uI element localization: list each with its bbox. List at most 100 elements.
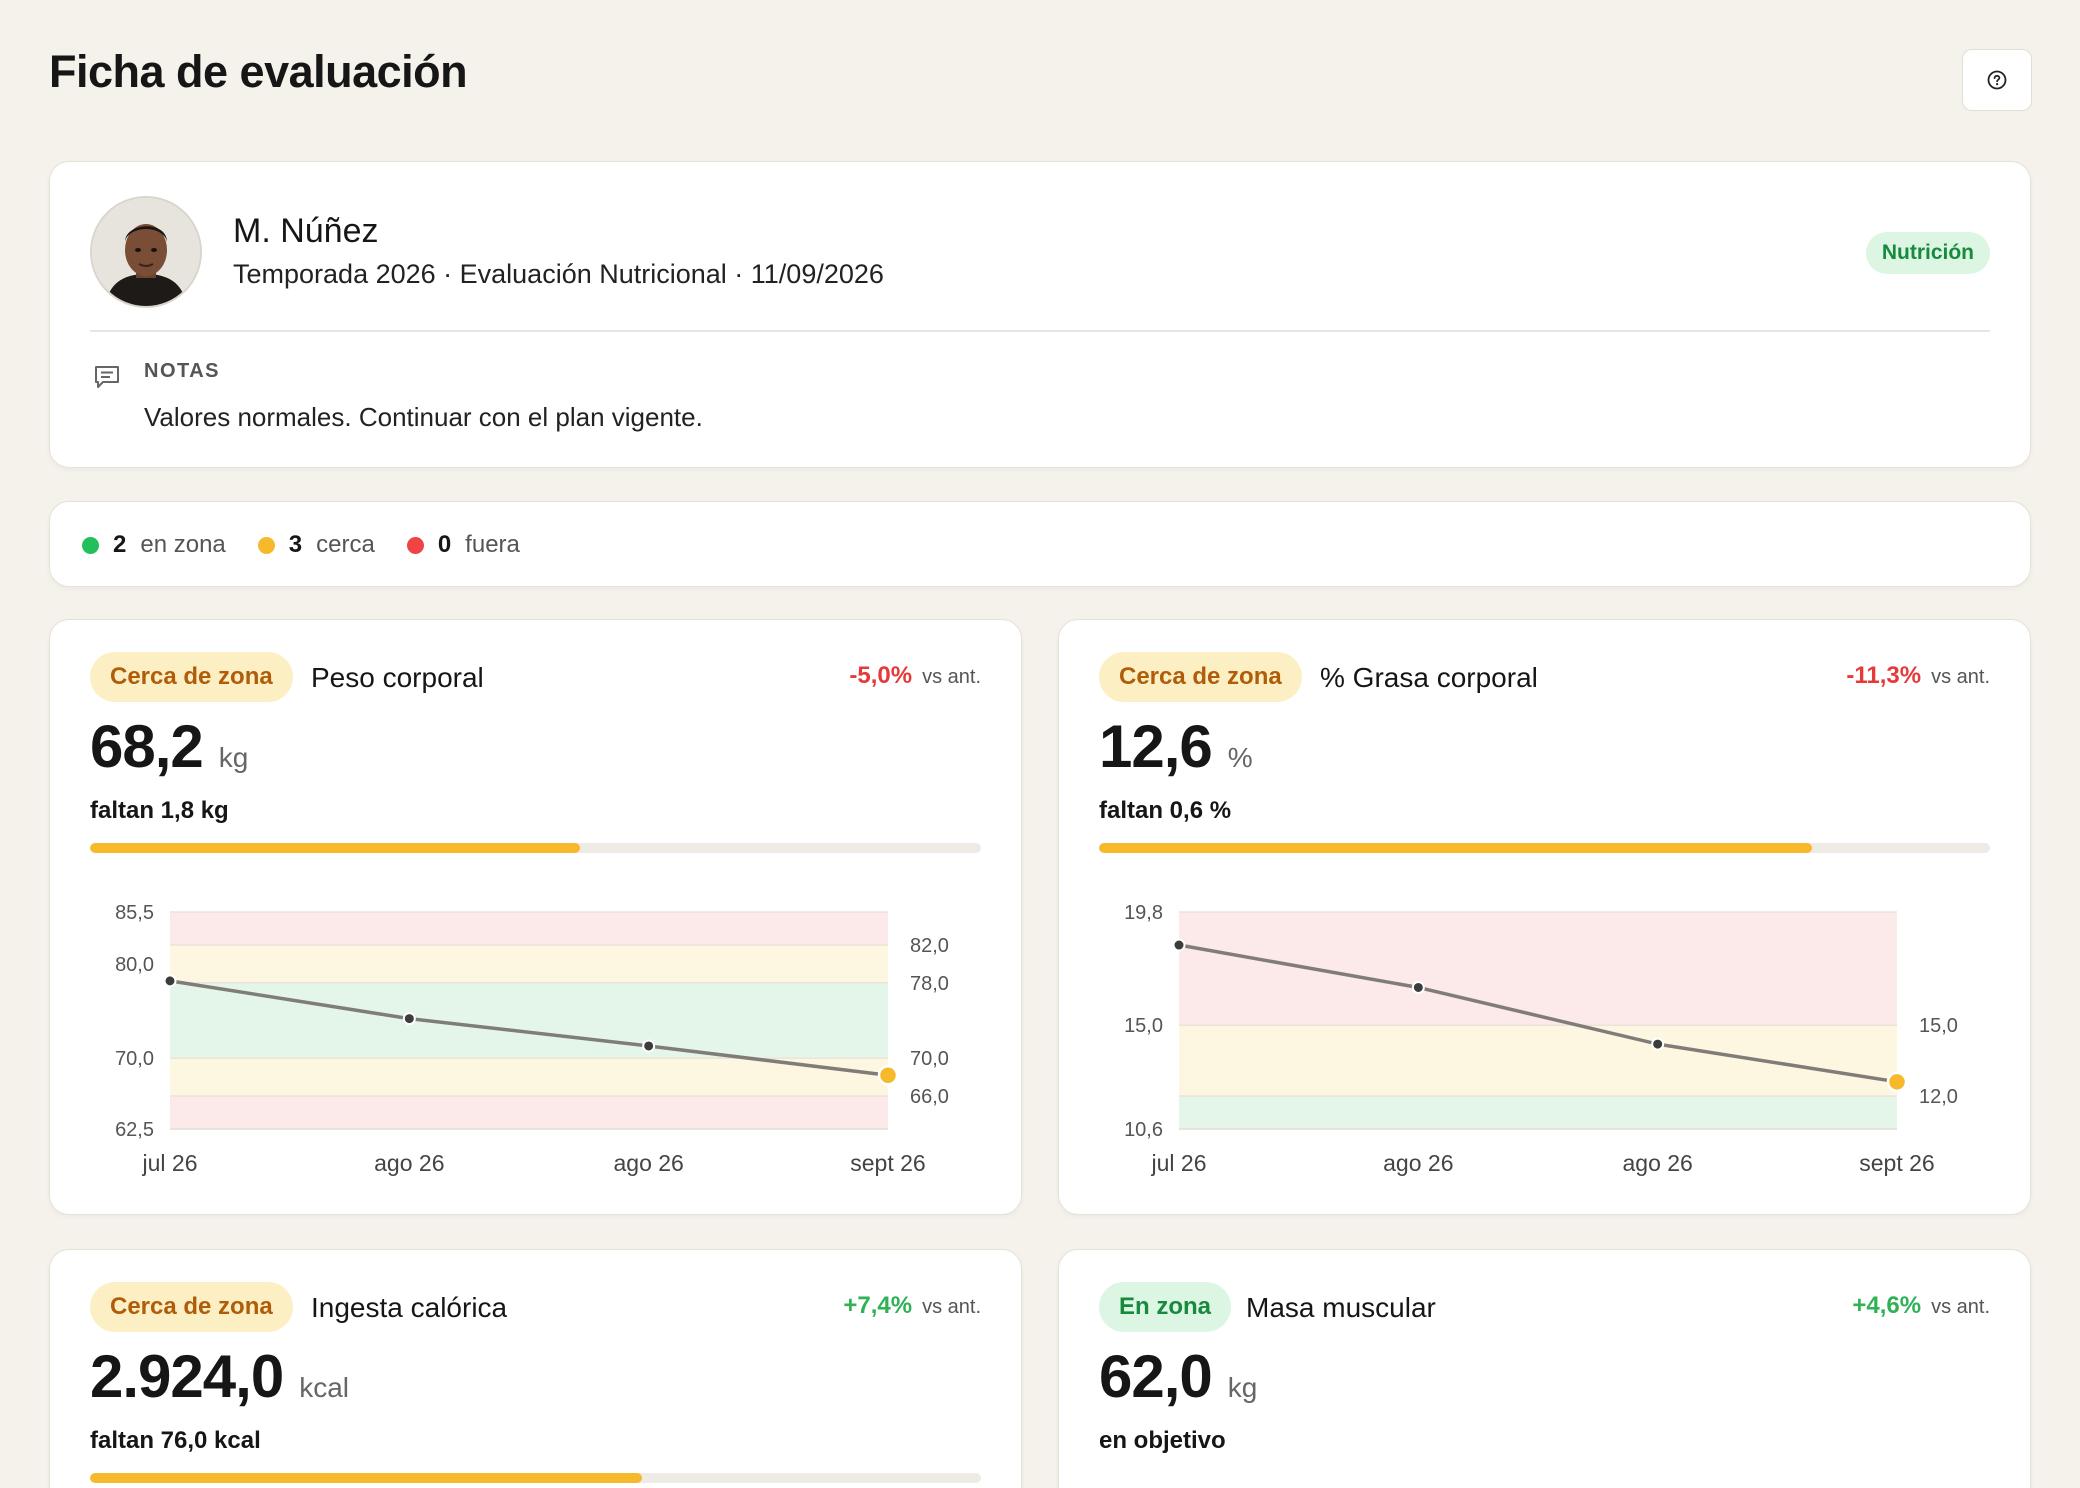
green-dot-icon — [82, 536, 99, 554]
delta-value: +4,6% — [1852, 1292, 1922, 1319]
data-point — [1651, 1037, 1665, 1051]
help-icon — [1987, 70, 2007, 90]
target-tick-label: 12,0 — [1919, 1086, 1958, 1108]
x-tick-label: ago 26 — [1622, 1150, 1692, 1176]
zone-band-green — [170, 982, 888, 1059]
x-tick-label: ago 26 — [374, 1150, 444, 1176]
avatar — [90, 196, 202, 308]
summary-out: 0 fuera — [406, 531, 520, 559]
zone-status-badge: Cerca de zona — [90, 652, 293, 702]
y-tick-label: 19,8 — [1124, 902, 1163, 924]
y-tick-label: 10,6 — [1124, 1119, 1163, 1141]
metric-card-grasa: Cerca de zona % Grasa corporal -11,3% vs… — [1058, 619, 2031, 1215]
metric-title: Peso corporal — [311, 662, 484, 693]
delta-suffix: vs ant. — [1931, 666, 1990, 688]
target-gap: faltan 76,0 kcal — [90, 1427, 261, 1454]
summary-label: fuera — [465, 531, 520, 558]
value-number: 68,2 — [90, 713, 204, 780]
zone-status-badge: Cerca de zona — [1099, 652, 1302, 702]
target-tick-label: 15,0 — [1919, 1015, 1958, 1037]
yellow-dot-icon — [257, 536, 275, 554]
zone-band-red — [170, 912, 888, 946]
metric-card-ingesta: Cerca de zona Ingesta calórica +7,4% vs … — [49, 1249, 1022, 1488]
summary-in-zone: 2 en zona — [82, 531, 226, 559]
metric-value: 62,0 kg — [1099, 1342, 1257, 1411]
target-gap: faltan 1,8 kg — [90, 797, 229, 824]
trend-chart: 85,5 80,0 70,0 62,5 82,0 78,0 70,0 66,0 jul 26 ag… — [115, 902, 949, 1176]
delta-suffix: vs ant. — [922, 666, 981, 688]
data-point — [642, 1039, 656, 1053]
progress-fill — [90, 1473, 643, 1483]
zone-band-yellow — [1179, 1025, 1897, 1096]
summary-count: 2 — [113, 531, 127, 558]
zone-band-yellow — [170, 945, 888, 983]
trend-line — [169, 979, 889, 1077]
value-number: 2.924,0 — [90, 1343, 284, 1410]
zone-status-badge: En zona — [1099, 1282, 1232, 1332]
delta-value: +7,4% — [843, 1292, 913, 1319]
zone-summary: 2 en zona 3 cerca 0 fuera — [49, 501, 2031, 587]
athlete-name: M. Núñez — [233, 212, 379, 250]
target-tick-label: 78,0 — [910, 973, 949, 995]
x-tick-label: sept 26 — [850, 1150, 925, 1176]
department-badge: Nutrición — [1865, 232, 1990, 274]
latest-data-point — [877, 1064, 899, 1086]
value-unit: kcal — [299, 1372, 349, 1403]
progress-bar — [1099, 843, 1990, 853]
x-tick-label: jul 26 — [1151, 1150, 1207, 1176]
delta-suffix: vs ant. — [1931, 1296, 1990, 1318]
data-point — [1172, 938, 1186, 952]
target-tick-label: 70,0 — [910, 1048, 949, 1070]
zone-status-badge: Cerca de zona — [90, 1282, 293, 1332]
delta: -5,0% vs ant. — [849, 662, 981, 690]
metric-value: 2.924,0 kcal — [90, 1342, 349, 1411]
summary-count: 3 — [288, 531, 303, 558]
value-number: 12,6 — [1099, 713, 1213, 780]
target-gap: faltan 0,6 % — [1099, 797, 1232, 824]
metric-title: Masa muscular — [1246, 1292, 1436, 1323]
target-tick-label: 82,0 — [910, 935, 949, 957]
summary-near: 3 cerca — [257, 531, 375, 559]
target-tick-label: 66,0 — [910, 1086, 949, 1108]
x-tick-label: ago 26 — [1383, 1150, 1453, 1176]
trend-chart: 19,8 15,0 10,6 15,0 12,0 jul 26 ago 26 ago 26 se… — [1124, 902, 1958, 1176]
progress-bar — [90, 1473, 981, 1483]
y-tick-label: 70,0 — [115, 1048, 154, 1070]
x-tick-label: jul 26 — [142, 1150, 198, 1176]
page-title: Ficha de evaluación — [49, 46, 468, 97]
metric-title: % Grasa corporal — [1320, 662, 1538, 693]
metric-card-masa: En zona Masa muscular +4,6% vs ant. 62,0… — [1058, 1249, 2031, 1488]
x-tick-label: sept 26 — [1859, 1150, 1934, 1176]
zone-band-red — [1179, 912, 1897, 1026]
delta: -11,3% vs ant. — [1846, 662, 1990, 690]
athlete-card: M. Núñez Temporada 2026 · Evaluación Nut… — [49, 161, 2031, 468]
divider — [90, 330, 1990, 332]
value-unit: kg — [218, 742, 249, 773]
metric-card-peso: Cerca de zona Peso corporal -5,0% vs ant… — [49, 619, 1022, 1215]
metric-value: 68,2 kg — [90, 712, 248, 781]
latest-data-point — [1886, 1071, 1908, 1093]
progress-fill — [1099, 843, 1812, 853]
evaluation-subtitle: Temporada 2026 · Evaluación Nutricional … — [233, 259, 884, 289]
metric-title: Ingesta calórica — [311, 1292, 508, 1323]
y-tick-label: 62,5 — [115, 1119, 154, 1141]
data-point — [1411, 980, 1425, 994]
progress-bar — [90, 843, 981, 853]
delta-suffix: vs ant. — [922, 1296, 981, 1318]
trend-line — [1178, 943, 1898, 1084]
delta: +4,6% vs ant. — [1852, 1292, 1990, 1320]
delta-value: -5,0% — [849, 662, 913, 689]
summary-label: cerca — [316, 531, 375, 558]
help-button[interactable] — [1962, 49, 2032, 111]
value-unit: kg — [1227, 1372, 1258, 1403]
value-number: 62,0 — [1099, 1343, 1213, 1410]
data-point — [163, 974, 177, 988]
metric-value: 12,6 % — [1099, 712, 1253, 781]
red-dot-icon — [406, 536, 424, 554]
data-point — [402, 1012, 416, 1026]
zone-band-yellow — [170, 1058, 888, 1096]
value-unit: % — [1227, 742, 1253, 773]
progress-fill — [90, 843, 581, 853]
y-tick-label: 15,0 — [1124, 1015, 1163, 1037]
